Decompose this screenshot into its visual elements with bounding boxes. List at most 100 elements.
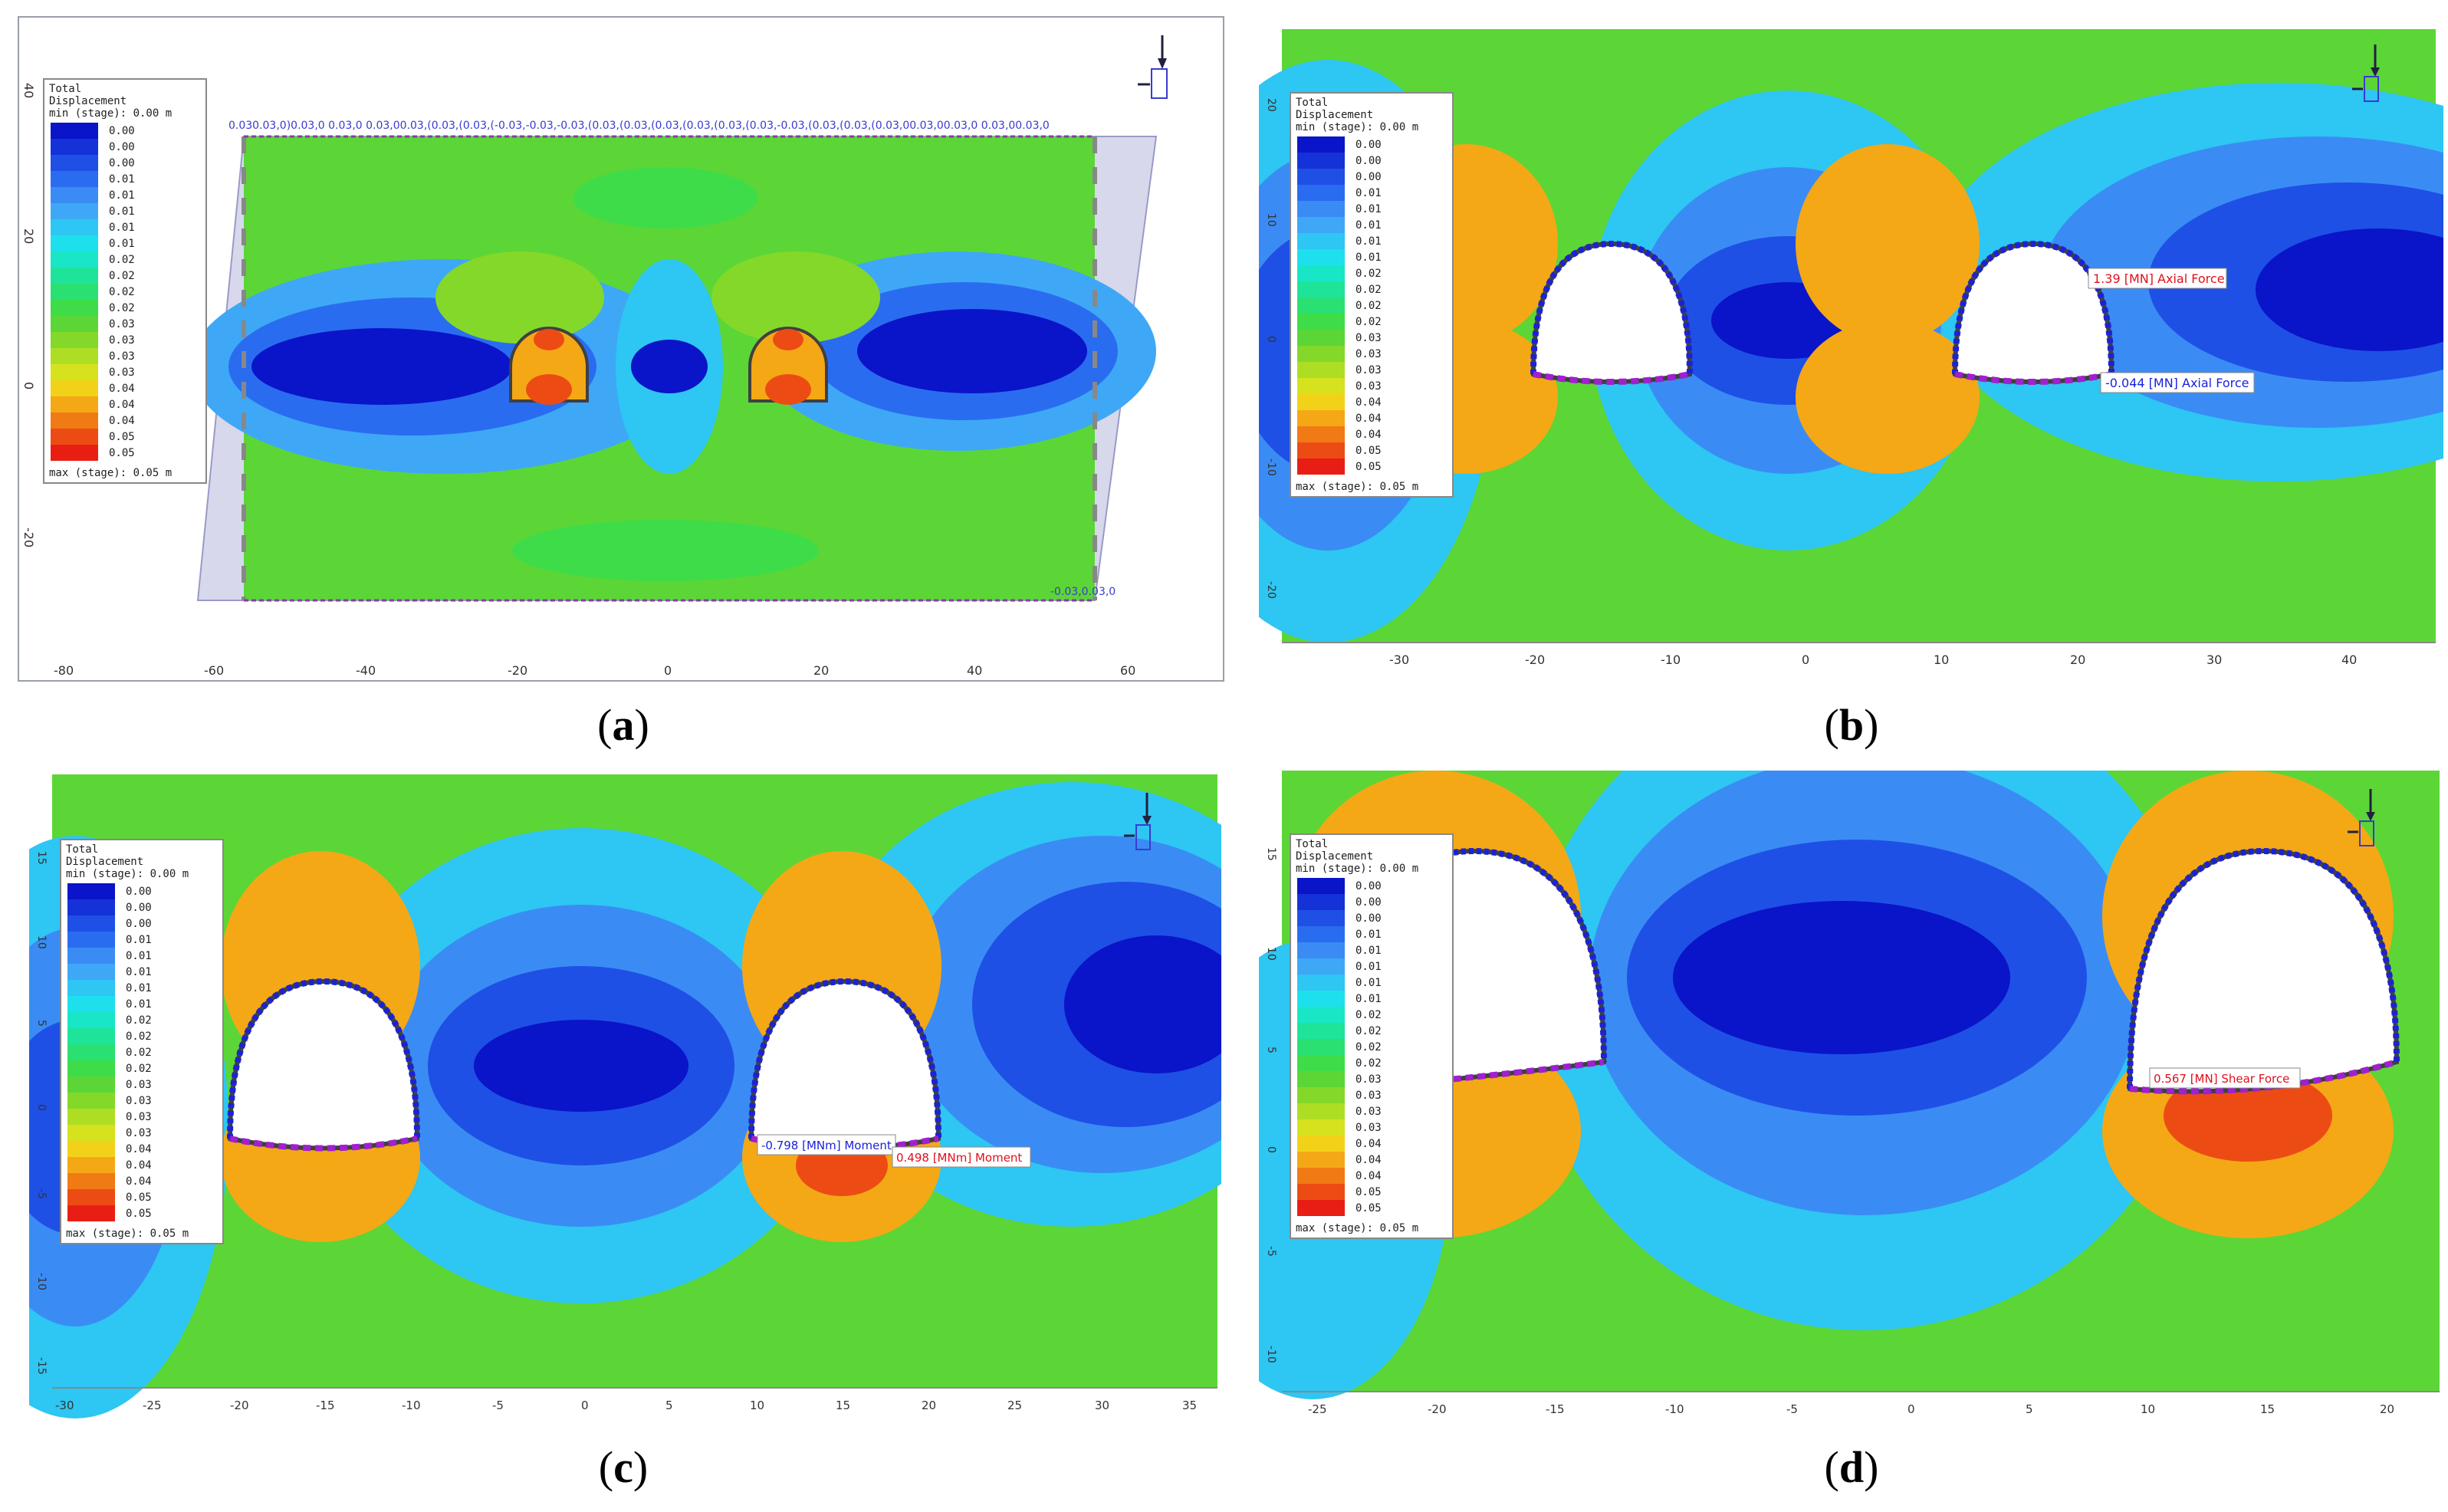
- caption-letter: d: [1838, 1442, 1865, 1492]
- legend-value: 0.03: [1355, 1106, 1382, 1118]
- legend-value: 0.03: [109, 318, 135, 330]
- tunnel-right-d: [2127, 847, 2400, 1095]
- legend-min: min (stage): 0.00 m: [66, 868, 189, 880]
- legend-value: 0.03: [126, 1079, 152, 1091]
- x-axis-a: -80 -60 -40 -20 0 20 40 60: [54, 663, 1135, 678]
- legend-swatch: [67, 1060, 115, 1076]
- y-tick: -10: [35, 1273, 48, 1290]
- legend-swatch: [51, 316, 98, 332]
- legend-a: Total Displacement min (stage): 0.00 m 0.00…: [43, 78, 207, 484]
- y-axis-c: 15 10 5 0 -5 -10 -15: [35, 851, 48, 1375]
- legend-title: Total: [1296, 97, 1328, 109]
- annotation-axial-max: 1.39 [MN] Axial Force: [2088, 268, 2227, 289]
- legend-value: 0.04: [109, 383, 135, 395]
- legend-max: max (stage): 0.05 m: [49, 467, 172, 479]
- y-tick: -15: [35, 1357, 48, 1375]
- legend-value: 0.02: [1355, 1025, 1382, 1037]
- x-tick: 30: [2206, 652, 2222, 667]
- legend-swatch: [67, 883, 115, 899]
- legend-swatch: [67, 1205, 115, 1221]
- legend-value: 0.01: [1355, 961, 1382, 973]
- legend-value: 0.02: [109, 302, 135, 314]
- legend-title: Displacement: [1296, 850, 1373, 863]
- legend-swatch: [67, 1109, 115, 1125]
- legend-swatch: [1297, 153, 1345, 169]
- legend-swatch: [1297, 136, 1345, 153]
- legend-swatch: [51, 332, 98, 348]
- legend-swatch: [67, 1028, 115, 1044]
- legend-swatch: [67, 932, 115, 948]
- x-tick: -20: [508, 663, 527, 678]
- legend-swatch: [67, 1125, 115, 1141]
- tunnel-left-b: [1530, 240, 1693, 385]
- y-tick: 40: [21, 83, 36, 98]
- tunnel-right-a: [748, 327, 828, 405]
- annotation-axial-min: -0.044 [MN] Axial Force: [2100, 372, 2255, 393]
- x-tick: 20: [813, 663, 829, 678]
- annotation-text: 0.567 [MN] Shear Force: [2154, 1072, 2289, 1086]
- legend-swatch: [67, 899, 115, 915]
- y-tick: 0: [1265, 1146, 1277, 1153]
- legend-swatch: [67, 1076, 115, 1093]
- legend-value: 0.01: [109, 189, 135, 202]
- tunnel-left-c: [227, 978, 420, 1152]
- legend-swatch: [1297, 1087, 1345, 1103]
- legend-swatch: [51, 429, 98, 445]
- legend-swatch: [67, 1044, 115, 1060]
- legend-value: 0.01: [109, 173, 135, 186]
- legend-value: 0.02: [1355, 1057, 1382, 1070]
- legend-swatch: [1297, 1119, 1345, 1136]
- legend-swatch: [1297, 1200, 1345, 1216]
- x-tick: 5: [2026, 1402, 2033, 1416]
- legend-title: Total: [66, 843, 98, 856]
- legend-title: Displacement: [49, 95, 127, 107]
- legend-value: 0.01: [1355, 203, 1382, 215]
- x-axis-b: -30 -20 -10 0 10 20 30 40: [1389, 652, 2357, 667]
- x-tick: 10: [750, 1399, 764, 1412]
- caption-c: (c): [598, 1442, 649, 1492]
- legend-swatch: [1297, 281, 1345, 297]
- legend-value: 0.04: [126, 1143, 152, 1155]
- legend-value: 0.02: [126, 1063, 152, 1075]
- legend-title: Total: [1296, 838, 1328, 850]
- y-tick: 0: [21, 382, 36, 390]
- legend-swatch: [1297, 249, 1345, 265]
- panel-c: -0.798 [MNm] Moment 0.498 [MNm] Moment -…: [29, 774, 1221, 1425]
- legend-swatch: [1297, 926, 1345, 942]
- legend-b: Total Displacement min (stage): 0.00 m 0.00…: [1290, 92, 1454, 498]
- legend-swatch: [1297, 1168, 1345, 1184]
- x-tick: -40: [356, 663, 376, 678]
- legend-swatch: [1297, 894, 1345, 910]
- x-tick: 15: [836, 1399, 850, 1412]
- x-tick: -60: [204, 663, 224, 678]
- legend-value: 0.03: [109, 366, 135, 379]
- legend-value: 0.04: [109, 415, 135, 427]
- annotation-text: 1.39 [MN] Axial Force: [2093, 271, 2225, 286]
- y-axis-b: 20 10 0 -10 -20: [1265, 98, 1277, 599]
- legend-swatch: [67, 1093, 115, 1109]
- x-tick: -80: [54, 663, 74, 678]
- legend-swatch: [1297, 233, 1345, 249]
- y-tick: -5: [1265, 1246, 1277, 1257]
- legend-value: 0.00: [126, 902, 152, 914]
- legend-swatch: [1297, 910, 1345, 926]
- panel-d: 0.567 [MN] Shear Force -25 -20 -15 -10 -…: [1259, 771, 2443, 1425]
- legend-swatch: [51, 445, 98, 461]
- legend-swatch: [51, 251, 98, 268]
- legend-value: 0.03: [1355, 348, 1382, 360]
- x-tick: -25: [1308, 1402, 1327, 1416]
- y-tick: 10: [1265, 213, 1277, 227]
- legend-swatch: [51, 364, 98, 380]
- caption-letter: c: [613, 1442, 633, 1492]
- legend-value: 0.01: [126, 998, 152, 1011]
- legend-swatch: [1297, 958, 1345, 975]
- orientation-icon: [2352, 44, 2380, 102]
- caption-letter: a: [612, 700, 635, 750]
- panel-a-plot: 0.030.03,0)0.03,0 0.03,0 0.03,00.03,(0.0…: [14, 14, 1228, 685]
- legend-swatch: [51, 203, 98, 219]
- legend-value: 0.01: [109, 222, 135, 234]
- legend-swatch: [51, 171, 98, 187]
- legend-value: 0.03: [1355, 364, 1382, 376]
- legend-swatch: [51, 284, 98, 300]
